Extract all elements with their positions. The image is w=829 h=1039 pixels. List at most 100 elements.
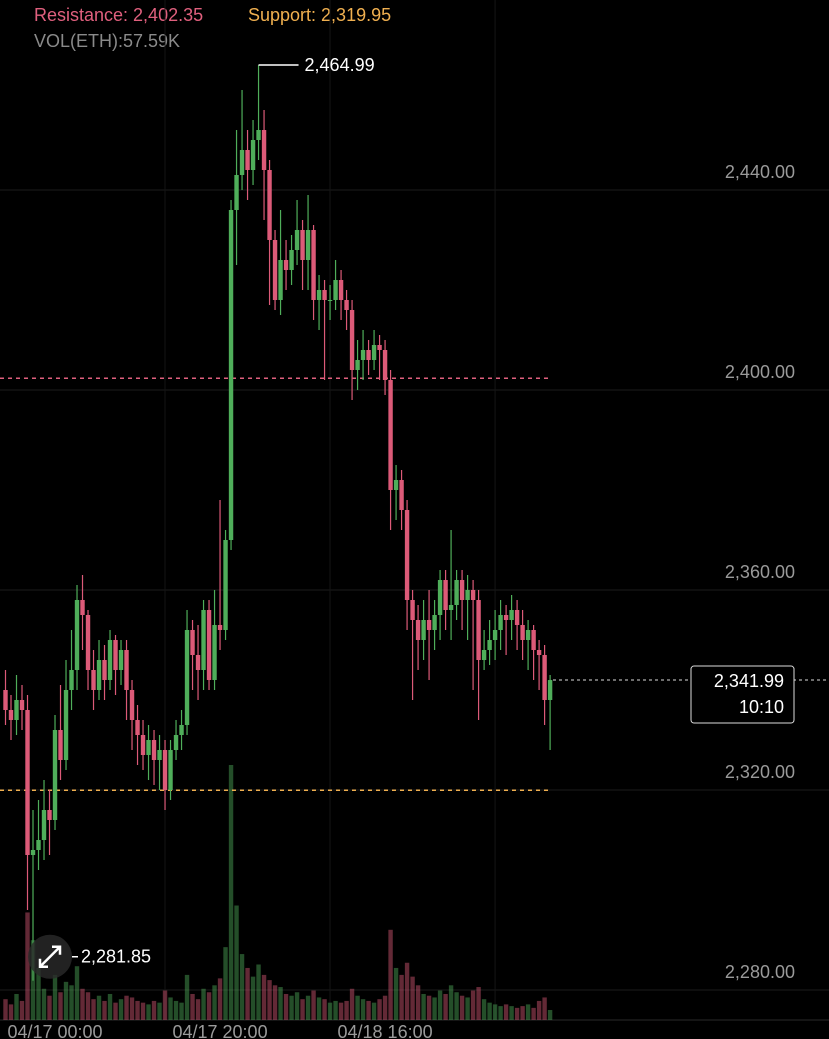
volume-bar bbox=[162, 990, 168, 1020]
volume-bar bbox=[388, 929, 393, 1020]
candle-body bbox=[377, 345, 382, 350]
volume-bar bbox=[360, 999, 366, 1020]
volume-bar bbox=[206, 992, 212, 1020]
volume-bar bbox=[498, 1006, 503, 1020]
candle-body bbox=[448, 605, 454, 610]
candle-body bbox=[311, 230, 316, 300]
candle-body bbox=[322, 290, 327, 300]
candle-body bbox=[129, 690, 135, 720]
volume-bar bbox=[344, 1000, 349, 1020]
candle-body bbox=[514, 610, 520, 625]
candle-body bbox=[217, 625, 223, 630]
volume-bar bbox=[102, 1000, 107, 1020]
candle-body bbox=[426, 620, 432, 630]
volume-bar bbox=[448, 985, 454, 1020]
candle-body bbox=[69, 670, 74, 690]
candle-body bbox=[250, 140, 256, 170]
volume-bar bbox=[8, 1004, 14, 1020]
last-price-box bbox=[690, 665, 795, 724]
volume-bar bbox=[47, 995, 52, 1020]
volume-bar bbox=[184, 974, 190, 1020]
volume-bar bbox=[179, 1002, 184, 1020]
volume-bar bbox=[404, 962, 410, 1020]
candle-body bbox=[118, 650, 124, 670]
volume-bar bbox=[195, 999, 201, 1020]
candle-body bbox=[85, 615, 91, 670]
volume-bar bbox=[338, 1002, 344, 1020]
candle-body bbox=[8, 710, 14, 720]
candle-body bbox=[366, 350, 371, 360]
x-tick-label: 04/17 20:00 bbox=[172, 1022, 267, 1039]
volume-bar bbox=[399, 974, 404, 1020]
volume-bar bbox=[74, 966, 80, 1020]
candle-body bbox=[465, 590, 470, 600]
candle-body bbox=[19, 700, 25, 710]
candle-body bbox=[520, 625, 525, 640]
candle-body bbox=[344, 300, 349, 310]
candle-body bbox=[371, 345, 377, 360]
volume-bar bbox=[96, 995, 102, 1020]
volume-bar bbox=[256, 964, 261, 1020]
volume-bar bbox=[146, 1004, 151, 1020]
candle-body bbox=[223, 540, 228, 630]
volume-bar bbox=[542, 997, 547, 1020]
candle-body bbox=[470, 590, 476, 600]
candle-body bbox=[52, 730, 58, 820]
candle-body bbox=[388, 380, 393, 490]
volume-bar bbox=[151, 1000, 157, 1020]
candle-body bbox=[140, 735, 146, 755]
volume-bar bbox=[190, 993, 195, 1020]
candle-body bbox=[41, 810, 47, 840]
candle-body bbox=[179, 725, 184, 735]
volume-bar bbox=[465, 997, 470, 1020]
volume-bar bbox=[239, 954, 245, 1020]
candle-body bbox=[151, 740, 157, 760]
resistance-label: Resistance: 2,402.35 bbox=[34, 5, 203, 25]
volume-bar bbox=[481, 999, 487, 1020]
volume-bar bbox=[366, 1000, 371, 1020]
volume-bar bbox=[459, 995, 465, 1020]
candle-body bbox=[338, 280, 344, 300]
candle-body bbox=[261, 130, 267, 170]
candle-body bbox=[443, 580, 448, 610]
volume-bar bbox=[261, 974, 267, 1020]
candle-body bbox=[476, 600, 481, 660]
candle-body bbox=[481, 650, 487, 660]
candle-body bbox=[58, 730, 63, 760]
volume-bar bbox=[432, 997, 437, 1020]
volume-bar bbox=[333, 1000, 338, 1020]
support-label: Support: 2,319.95 bbox=[248, 5, 391, 25]
volume-bar bbox=[305, 995, 311, 1020]
volume-bar bbox=[476, 987, 481, 1020]
candle-body bbox=[80, 600, 85, 615]
volume-bar bbox=[118, 999, 124, 1020]
volume-bar bbox=[14, 993, 19, 1020]
volume-bar bbox=[294, 992, 300, 1020]
candle-body bbox=[531, 630, 536, 650]
volume-bar bbox=[140, 1002, 146, 1020]
volume-bar bbox=[514, 1007, 520, 1020]
candle-body bbox=[300, 230, 305, 260]
volume-bar bbox=[278, 987, 283, 1020]
candle-body bbox=[272, 240, 278, 300]
volume-bar bbox=[19, 1000, 25, 1020]
candle-body bbox=[542, 655, 547, 700]
candle-body bbox=[36, 840, 41, 850]
extreme-label: 2,464.99 bbox=[305, 55, 375, 75]
candle-body bbox=[360, 350, 366, 360]
volume-bar bbox=[316, 997, 322, 1020]
volume-bar bbox=[168, 997, 173, 1020]
candle-body bbox=[91, 670, 96, 690]
volume-bar bbox=[355, 995, 360, 1020]
candle-body bbox=[410, 600, 415, 620]
candle-body bbox=[25, 710, 30, 855]
volume-bar bbox=[91, 999, 96, 1020]
y-tick-label: 2,440.00 bbox=[725, 162, 795, 182]
candle-body bbox=[239, 150, 245, 175]
candle-body bbox=[316, 290, 322, 300]
volume-bar bbox=[69, 985, 74, 1020]
volume-bar bbox=[52, 974, 58, 1020]
volume-bar bbox=[289, 995, 294, 1020]
volume-bar bbox=[36, 967, 41, 1020]
